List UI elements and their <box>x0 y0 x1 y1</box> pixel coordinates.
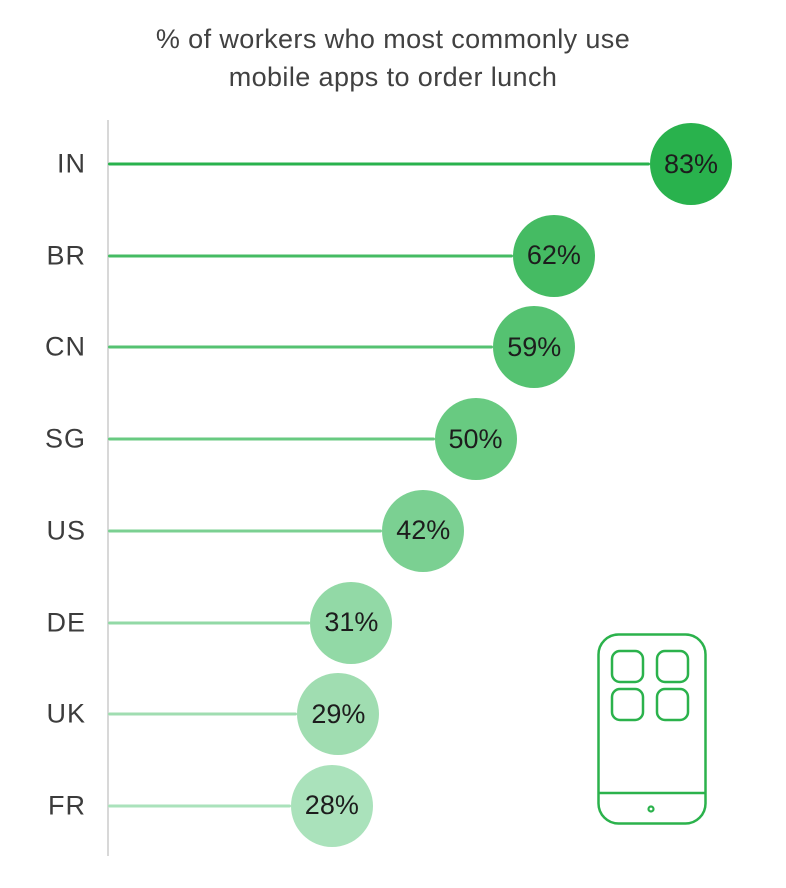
phone-body <box>597 633 707 825</box>
country-label-fr: FR <box>48 790 86 821</box>
country-label-br: BR <box>46 240 86 271</box>
country-label-de: DE <box>46 607 86 637</box>
lollipop-stem-br <box>108 254 513 258</box>
value-bubble-de: 31% <box>310 581 393 664</box>
mobile-phone-icon <box>597 633 707 825</box>
value-bubble-br: 62% <box>512 214 595 297</box>
app-tile-top-right <box>655 649 690 684</box>
lollipop-stem-in <box>108 162 650 166</box>
value-bubble-uk: 29% <box>297 673 380 756</box>
chart-title-line-2: mobile apps to order lunch <box>228 62 558 92</box>
value-bubble-sg: 50% <box>434 398 517 481</box>
lollipop-stem-fr <box>108 804 291 808</box>
country-label-uk: UK <box>46 698 86 729</box>
value-bubble-cn: 59% <box>493 306 576 389</box>
lollipop-stem-sg <box>108 437 435 441</box>
country-label-us: US <box>46 515 86 546</box>
country-label-cn: CN <box>45 331 86 362</box>
app-tile-bottom-right <box>655 687 690 722</box>
country-label-sg: SG <box>44 423 86 454</box>
chart-title: % of workers who most commonly use mobil… <box>40 20 746 96</box>
chart-title-line-1: % of workers who most commonly use <box>155 24 631 54</box>
app-tile-bottom-left <box>610 687 645 722</box>
lollipop-stem-cn <box>108 345 494 349</box>
value-bubble-fr: 28% <box>290 764 373 847</box>
value-bubble-us: 42% <box>382 489 465 572</box>
lollipop-stem-uk <box>108 712 298 716</box>
lollipop-stem-de <box>108 621 311 624</box>
app-tile-top-left <box>610 649 645 684</box>
y-axis-line <box>107 120 109 856</box>
lollipop-stem-us <box>108 529 383 533</box>
value-bubble-in: 83% <box>649 123 732 205</box>
phone-home-dot <box>647 805 655 813</box>
country-label-in: IN <box>57 148 86 179</box>
